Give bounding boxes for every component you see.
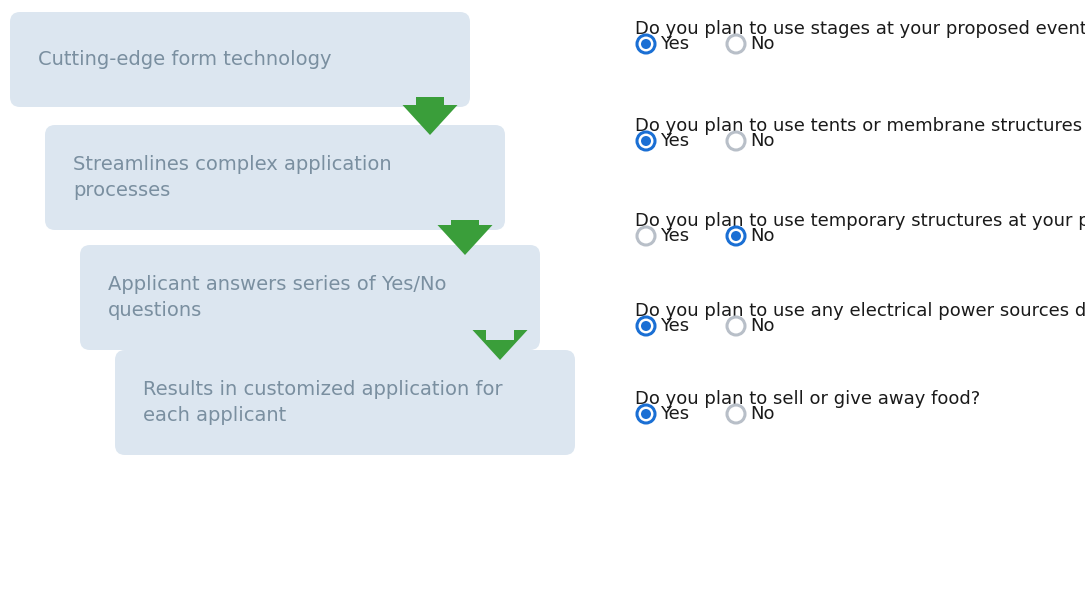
- FancyBboxPatch shape: [115, 350, 575, 455]
- Circle shape: [637, 317, 655, 335]
- Circle shape: [637, 132, 655, 150]
- Text: No: No: [750, 227, 775, 245]
- Polygon shape: [437, 220, 493, 255]
- Circle shape: [641, 409, 651, 419]
- Text: No: No: [750, 35, 775, 53]
- Text: Do you plan to use tents or membrane structures at: Do you plan to use tents or membrane str…: [635, 117, 1085, 135]
- Text: Results in customized application for
each applicant: Results in customized application for ea…: [143, 380, 502, 425]
- FancyBboxPatch shape: [10, 12, 470, 107]
- Circle shape: [731, 231, 741, 241]
- Circle shape: [637, 405, 655, 423]
- Text: Yes: Yes: [660, 317, 689, 335]
- Circle shape: [727, 35, 745, 53]
- Text: Do you plan to use stages at your proposed event?: Do you plan to use stages at your propos…: [635, 20, 1085, 38]
- Text: Do you plan to use temporary structures at your pro: Do you plan to use temporary structures …: [635, 212, 1085, 230]
- Circle shape: [727, 132, 745, 150]
- FancyBboxPatch shape: [44, 125, 505, 230]
- Circle shape: [637, 35, 655, 53]
- FancyBboxPatch shape: [80, 245, 540, 350]
- Text: Yes: Yes: [660, 35, 689, 53]
- Circle shape: [641, 321, 651, 331]
- Circle shape: [641, 39, 651, 49]
- Circle shape: [727, 317, 745, 335]
- Circle shape: [727, 405, 745, 423]
- Text: No: No: [750, 317, 775, 335]
- Text: Do you plan to sell or give away food?: Do you plan to sell or give away food?: [635, 390, 980, 408]
- Text: Yes: Yes: [660, 405, 689, 423]
- Polygon shape: [472, 330, 527, 360]
- Text: No: No: [750, 132, 775, 150]
- Text: Streamlines complex application
processes: Streamlines complex application processe…: [73, 155, 392, 200]
- Circle shape: [637, 227, 655, 245]
- Text: Yes: Yes: [660, 227, 689, 245]
- Circle shape: [641, 136, 651, 146]
- Text: Applicant answers series of Yes/No
questions: Applicant answers series of Yes/No quest…: [108, 275, 447, 320]
- Circle shape: [727, 227, 745, 245]
- Text: No: No: [750, 405, 775, 423]
- Text: Cutting-edge form technology: Cutting-edge form technology: [38, 50, 332, 69]
- Polygon shape: [403, 97, 458, 135]
- Text: Do you plan to use any electrical power sources dur: Do you plan to use any electrical power …: [635, 302, 1085, 320]
- Text: Yes: Yes: [660, 132, 689, 150]
